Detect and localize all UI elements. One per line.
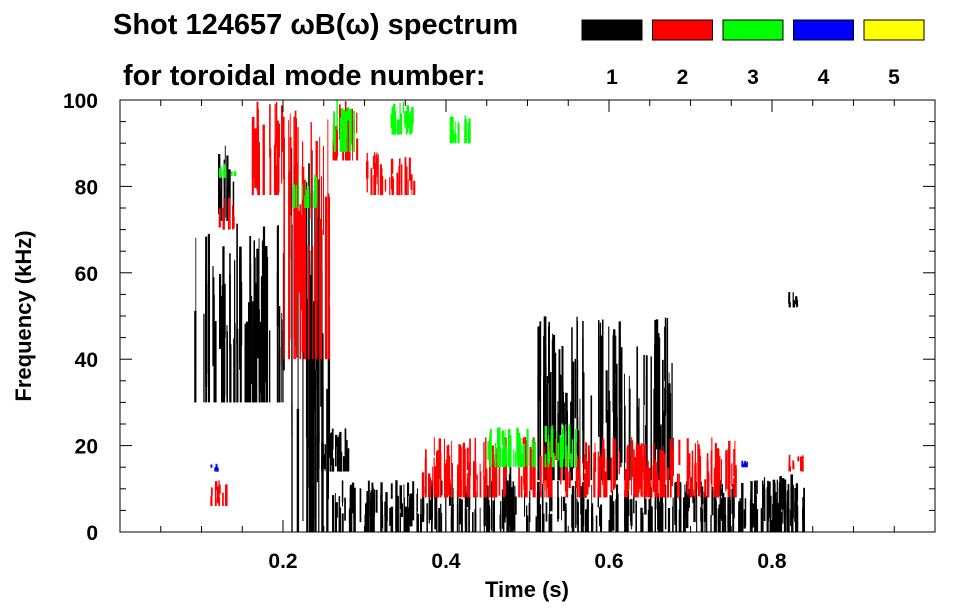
x-axis-label: Time (s): [485, 577, 569, 602]
x-tick-label: 0.8: [757, 550, 787, 573]
mode-4-region: [210, 463, 219, 472]
axes: 0.2 0.4 0.6 0.8 0 20 40 60 80 100: [63, 90, 935, 573]
legend-label-mode-4: 4: [818, 66, 830, 89]
mode-4-region: [741, 460, 748, 468]
x-tick-label: 0.4: [431, 550, 461, 573]
chart-subtitle: for toroidal mode number:: [123, 60, 486, 92]
mode-1-region: [537, 316, 673, 481]
mode-1-region: [788, 292, 799, 308]
legend-swatch-mode-2: [652, 19, 713, 41]
legend-swatch-mode-4: [793, 19, 854, 41]
legend-swatch-mode-5: [863, 19, 925, 41]
legend-label-mode-3: 3: [747, 66, 759, 89]
mode-2-region: [366, 152, 416, 196]
legend-label-mode-1: 1: [606, 66, 618, 89]
y-tick-label: 20: [75, 436, 98, 459]
mode-3-region: [333, 100, 355, 152]
legend-label-mode-5: 5: [888, 66, 900, 89]
mode-2-region: [218, 196, 235, 230]
mode-1-region: [194, 223, 285, 403]
mode-3-region: [390, 102, 414, 135]
mode-1-region: [316, 428, 350, 472]
mode-1-region: [763, 474, 798, 532]
mode-3-region: [218, 163, 237, 178]
mode-1-region: [332, 480, 805, 532]
x-tick-label: 0.6: [594, 550, 623, 573]
legend-swatch-mode-3: [722, 19, 784, 41]
y-tick-label: 0: [86, 522, 98, 545]
mode-2-region: [283, 110, 330, 360]
mode-3-region: [292, 173, 318, 208]
y-tick-label: 40: [75, 349, 98, 372]
spectrum-marks: [194, 100, 805, 532]
mode-3-region: [449, 115, 471, 144]
y-tick-label: 60: [75, 263, 98, 286]
y-tick-label: 100: [63, 90, 98, 113]
mode-3-region: [487, 424, 578, 468]
mode-2-region: [788, 454, 804, 472]
x-tick-label: 0.2: [268, 550, 297, 573]
legend-swatch-mode-1: [581, 19, 643, 41]
chart-title: Shot 124657 ωB(ω) spectrum: [113, 9, 518, 41]
y-tick-label: 80: [75, 176, 98, 199]
y-axis-label: Frequency (kHz): [11, 230, 36, 401]
mode-1-region: [218, 145, 235, 221]
mode-2-region: [421, 437, 737, 498]
mode-2-region: [210, 480, 228, 507]
mode-1-region: [483, 464, 512, 532]
legend: 1 2 3 4 5: [581, 19, 925, 89]
legend-label-mode-2: 2: [677, 66, 689, 89]
mode-2-region: [251, 101, 285, 196]
